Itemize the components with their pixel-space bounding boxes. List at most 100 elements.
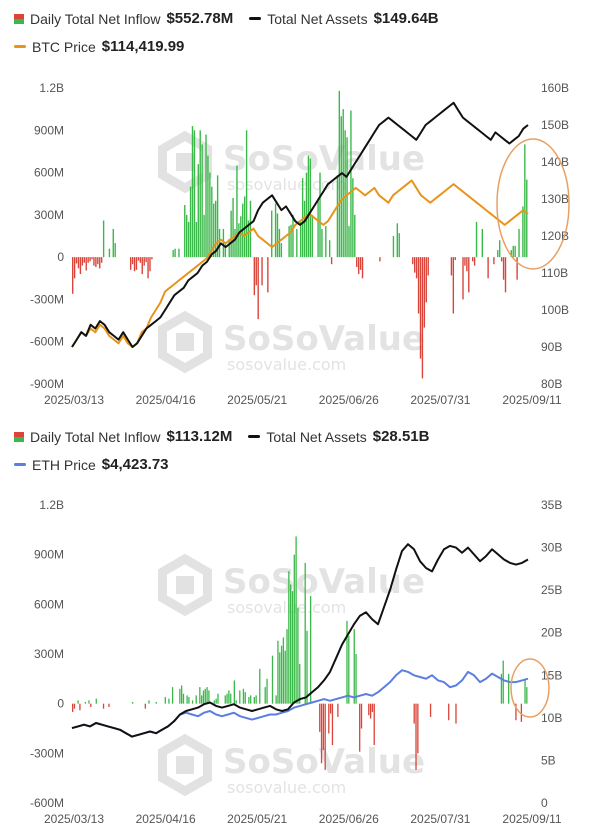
outflow-bar [139, 257, 142, 263]
outflow-bar [149, 257, 151, 272]
outflow-bar [452, 257, 455, 314]
outflow-bar [135, 257, 138, 270]
legend-item-price[interactable]: BTC Price $114,419.99 [14, 38, 184, 55]
watermark-logo-icon [158, 733, 212, 797]
inflow-bar [250, 695, 252, 704]
inflow-bar [249, 200, 252, 258]
outflow-bar [500, 257, 503, 262]
outflow-bar [368, 703, 370, 716]
inflow-bar [264, 687, 266, 704]
outflow-bar [324, 703, 326, 770]
btc-etf-chart[interactable]: SoSoValuesosovalue.comSoSoValuesosovalue… [0, 70, 611, 425]
legend-item-price[interactable]: ETH Price $4,423.73 [14, 456, 169, 473]
x-axis-tick-label: 2025/05/21 [227, 393, 287, 407]
inflow-bar [206, 687, 208, 704]
legend-item-inflow[interactable]: Daily Total Net Inflow $113.12M [14, 428, 232, 445]
right-axis-tick-label: 10B [541, 711, 562, 725]
watermark-brand: SoSoValue [223, 319, 425, 359]
left-axis-tick-label: -900M [30, 377, 64, 391]
outflow-bar [417, 257, 420, 314]
watermark-logo-icon [158, 553, 212, 617]
inflow-bar [197, 164, 199, 258]
outflow-bar [319, 703, 321, 732]
inflow-bar [102, 220, 105, 258]
inflow-bar [524, 678, 526, 704]
outflow-bar [468, 257, 470, 293]
left-axis-tick-label: 0 [57, 697, 64, 711]
inflow-bar [218, 228, 221, 258]
inflow-bar [203, 214, 205, 258]
legend-item-inflow[interactable]: Daily Total Net Inflow $552.78M [14, 10, 233, 27]
inflow-bar [303, 200, 306, 258]
inflow-bar [178, 248, 180, 258]
inflow-bar [217, 693, 219, 704]
legend-label: ETH Price [32, 456, 96, 473]
inflow-bar [213, 203, 215, 258]
inflow-bar [344, 130, 346, 258]
outflow-bar [145, 257, 147, 263]
x-axis-tick-label: 2025/03/13 [44, 393, 104, 407]
legend-label: Total Net Assets [267, 10, 368, 27]
inflow-bar [184, 204, 186, 258]
inflow-bar [280, 645, 283, 704]
inflow-bar [199, 687, 201, 704]
legend-item-assets[interactable]: Total Net Assets $149.64B [249, 10, 439, 27]
inflow-bar [317, 200, 319, 258]
outflow-bar [133, 257, 136, 272]
inflow-bar [291, 591, 294, 704]
outflow-bar [329, 703, 332, 714]
legend-label: Daily Total Net Inflow [30, 10, 161, 27]
outflow-bar [255, 257, 257, 286]
inflow-bar [500, 673, 503, 704]
outflow-bar [414, 257, 416, 273]
inflow-bar [164, 697, 166, 704]
right-axis-tick-label: 35B [541, 498, 562, 512]
outflow-bar [359, 703, 361, 752]
line-swatch-icon [14, 45, 26, 48]
outflow-bar [328, 703, 330, 734]
outflow-bar [131, 257, 134, 265]
watermark-logo-icon [158, 310, 212, 374]
inflow-bar [187, 221, 190, 258]
inflow-bar [171, 687, 174, 704]
outflow-bar [83, 257, 85, 263]
inflow-bar [286, 629, 288, 704]
inflow-bar [211, 186, 213, 258]
x-axis-tick-label: 2025/04/16 [136, 812, 196, 826]
inflow-bar [274, 203, 277, 258]
eth-etf-chart[interactable]: SoSoValuesosovalue.comSoSoValuesosovalue… [0, 483, 611, 833]
watermark-logo-icon [158, 130, 212, 194]
x-axis-tick-label: 2025/07/31 [410, 393, 470, 407]
outflow-bar [417, 703, 419, 754]
right-axis-tick-label: 110B [541, 266, 568, 280]
outflow-bar [141, 257, 143, 275]
watermark-site: sosovalue.com [227, 598, 346, 617]
inflow-bar [340, 116, 342, 258]
inflow-bar [524, 144, 526, 258]
outflow-bar [143, 257, 145, 266]
outflow-bar [462, 257, 464, 300]
left-axis-tick-label: 300M [34, 208, 64, 222]
inflow-bar [247, 220, 250, 258]
watermark-site: sosovalue.com [227, 175, 346, 194]
inflow-bar [328, 240, 331, 258]
inflow-bar [481, 228, 484, 258]
line-swatch-icon [249, 17, 262, 20]
outflow-bar [502, 257, 505, 280]
legend-item-assets[interactable]: Total Net Assets $28.51B [248, 428, 429, 445]
inflow-bar [131, 702, 134, 704]
inflow-bar [300, 221, 302, 258]
inflow-bar [512, 245, 514, 258]
left-axis-tick-label: 1.2B [39, 81, 64, 95]
inflow-bar [309, 158, 312, 258]
outflow-bar [100, 257, 103, 263]
inflow-bar [266, 678, 268, 704]
outflow-bar [357, 257, 360, 275]
right-axis-tick-label: 30B [541, 541, 562, 555]
inflow-bar [346, 137, 348, 258]
inflow-bar [280, 243, 283, 258]
outflow-bar [425, 257, 427, 303]
inflow-bar [514, 245, 516, 258]
inflow-bar [245, 130, 248, 258]
